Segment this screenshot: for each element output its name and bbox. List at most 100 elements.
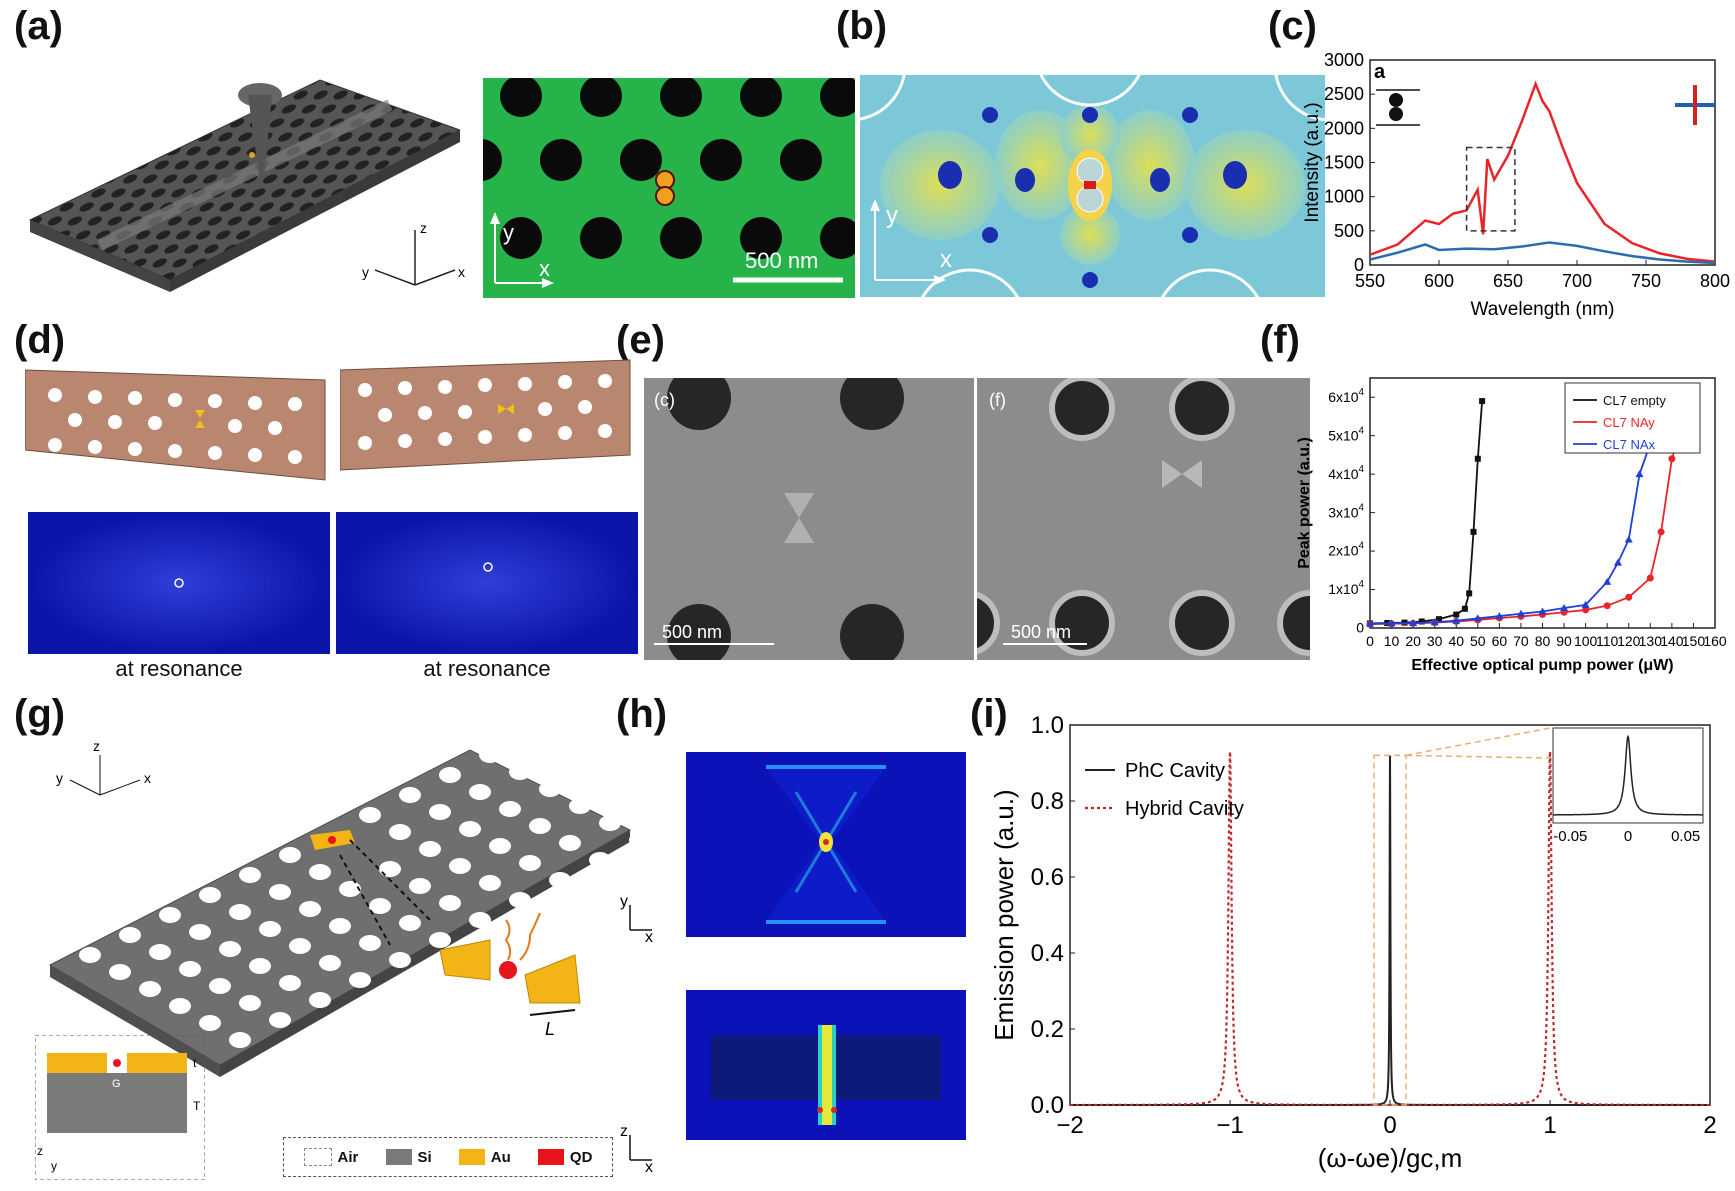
y-tick-label: 500 (1334, 221, 1364, 241)
legend-i-label-hybrid: Hybrid Cavity (1125, 798, 1244, 820)
series-cl7-nax-point (1635, 470, 1644, 478)
phc-hole (319, 955, 341, 971)
series-cl7-empty-point (1436, 616, 1442, 623)
y-tick-label: 3x104 (1328, 502, 1364, 520)
axis-x-label-a: x (539, 256, 550, 281)
phc-hole (479, 747, 501, 763)
y-tick-label: 4x104 (1328, 464, 1364, 482)
zoom-region (1373, 754, 1407, 1106)
series-cl7-empty-point (1479, 398, 1486, 405)
series-cl7-nax-point (1473, 614, 1482, 622)
phc-hole (239, 995, 261, 1011)
zoom-box (1465, 146, 1516, 232)
field-map-d-right (336, 512, 638, 654)
inset-x-tick-label: 0 (1624, 828, 1632, 845)
x-tick-label: 60 (1492, 633, 1508, 649)
inset-tag-a: a (1374, 61, 1386, 83)
y-tick-label: 1500 (1324, 153, 1364, 173)
phc-hole (269, 884, 291, 900)
x-tick-label: 70 (1513, 633, 1529, 649)
panel-label-b: (b) (836, 4, 888, 48)
x-axis-label: Wavelength (nm) (1471, 299, 1615, 320)
y-tick-label: 2x104 (1328, 541, 1364, 559)
phc-hole (529, 818, 551, 834)
phc-hole (169, 998, 191, 1014)
plot-frame (1369, 59, 1716, 266)
axes3d-z-label: z (420, 220, 427, 236)
phc-hole (279, 847, 301, 863)
axes-g-x: x (144, 770, 151, 786)
phc-hole (469, 784, 491, 800)
phc-hole (429, 932, 451, 948)
x-tick-label: 650 (1493, 271, 1523, 291)
panel-label-a: (a) (14, 4, 63, 48)
series-cl7-empty-point (1453, 611, 1460, 618)
panel-label-c: (c) (1268, 4, 1317, 48)
zoom-guide-top (1405, 727, 1551, 757)
cross-y: y (51, 1159, 57, 1173)
inset-x-tick-label: -0.05 (1553, 828, 1587, 845)
phc-hole (109, 964, 131, 980)
axes3d-y-label: y (362, 264, 369, 280)
series-cl7-nax-point (1409, 619, 1418, 626)
series-cl7-nax-point (1603, 577, 1612, 585)
phc-hole (299, 901, 321, 917)
y-tick-label: 0.8 (1031, 788, 1064, 815)
x-tick-label: 0 (1383, 1112, 1396, 1139)
x-tick-label: 2 (1703, 1112, 1716, 1139)
x-tick-label: 50 (1470, 633, 1486, 649)
series-cl7-nax-point (1538, 607, 1547, 615)
length-label-L: L (545, 1019, 555, 1039)
cross-z: z (37, 1144, 43, 1158)
x-axis-label: Effective optical pump power (μW) (1411, 657, 1673, 674)
scale-bar-label-e-right: 500 nm (1011, 622, 1071, 642)
y-tick-label: 2000 (1324, 118, 1364, 138)
series-cl7-nax-point (1581, 600, 1590, 608)
series-cl7-nay-point (1646, 574, 1654, 582)
hybrid-cavity-illustration: L z x y (48, 738, 651, 1077)
series-cl7-empty-point (1470, 528, 1477, 535)
cross-t: t (193, 1056, 197, 1070)
phc-hole (249, 958, 271, 974)
x-tick-label: 120 (1617, 633, 1641, 649)
phc-hole (239, 867, 261, 883)
series-cl7-nay-point (1582, 606, 1590, 614)
x-tick-label: 20 (1405, 633, 1421, 649)
phc-hole (519, 855, 541, 871)
phc-hole (489, 838, 511, 854)
series-cl7-nay-point (1668, 455, 1676, 463)
x-tick-label: 0 (1366, 633, 1374, 649)
panel-label-d: (d) (14, 318, 66, 362)
phc-hole (589, 852, 611, 868)
phc-hole (229, 1032, 251, 1048)
phc-hole (309, 992, 331, 1008)
chart-i-emission: −2 −1 0 1 2 0.0 0.2 0.4 0.6 0.8 1.0 (ω-ωe)/gc,m Emis… (989, 712, 1717, 1173)
axis-x-label-b: x (940, 246, 952, 273)
axes-h-top: y x (620, 893, 653, 945)
y-tick-label: 1.0 (1031, 712, 1064, 739)
sem-image-e-right: (f) 500 nm (977, 378, 1310, 660)
sem-tag-left: (c) (654, 390, 675, 410)
bowtie-phc-model-right (340, 359, 631, 471)
y-tick-label: 0 (1354, 255, 1364, 275)
phc-hole (419, 841, 441, 857)
series-cl7-nax-point (1366, 619, 1374, 627)
axis-h-bottom-z: z (620, 1123, 628, 1140)
legend-f-frame (1564, 382, 1701, 454)
phc-hole (199, 1015, 221, 1031)
x-axis-label: (ω-ωe)/gc,m (1318, 1143, 1463, 1173)
x-tick-label: 160 (1703, 633, 1727, 649)
phc-hole (189, 924, 211, 940)
series-cl7-nax-line (1369, 431, 1662, 625)
series-cl7-nay-point (1657, 528, 1665, 536)
phc-hole (389, 824, 411, 840)
phc-hole (429, 804, 451, 820)
phc-hole (229, 904, 251, 920)
series-cl7-nax-point (1452, 616, 1461, 624)
phc-hole (539, 781, 561, 797)
series-cl7-nay-point (1603, 602, 1611, 610)
x-tick-label: 30 (1427, 633, 1443, 649)
legend-f-label: CL7 NAy (1603, 415, 1655, 430)
axis-h-bottom-x: x (645, 1159, 653, 1175)
axes-3d-indicator-a: z x y (362, 220, 465, 286)
